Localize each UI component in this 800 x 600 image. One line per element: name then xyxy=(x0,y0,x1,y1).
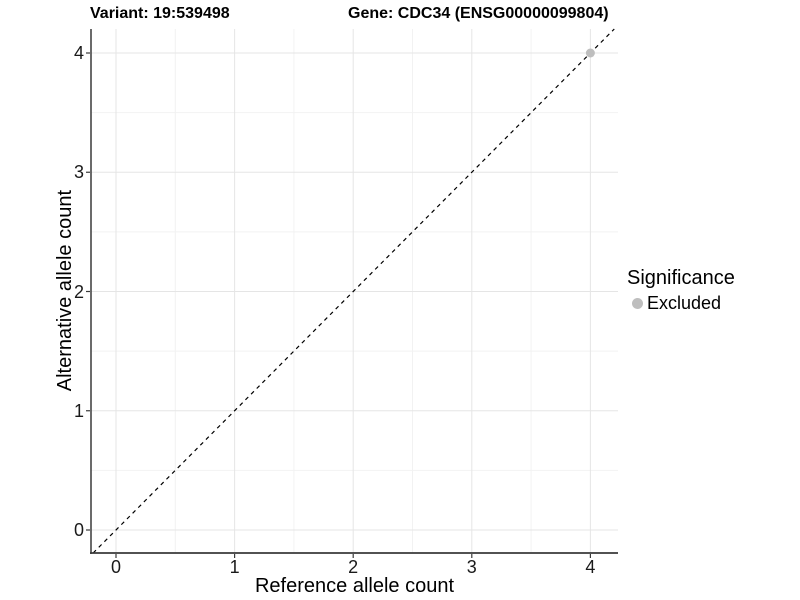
y-tick-label: 0 xyxy=(73,520,84,540)
y-tick-label: 2 xyxy=(73,281,84,302)
legend-key-excluded-circle-icon xyxy=(632,297,643,309)
gene-title: Gene: CDC34 (ENSG00000099804) xyxy=(348,5,609,22)
y-tick-label: 1 xyxy=(73,400,84,421)
variant-title: Variant: 19:539498 xyxy=(90,5,230,22)
x-tick-label: 0 xyxy=(110,557,121,577)
legend-title: Significance xyxy=(627,267,735,289)
legend-entry-label: Excluded xyxy=(647,293,722,313)
y-tick-label: 3 xyxy=(73,162,84,183)
legend: Significance Excluded xyxy=(627,266,735,314)
x-axis-title: Reference allele count xyxy=(254,575,454,597)
legend-entry-excluded: Excluded xyxy=(627,292,735,314)
plot-panel xyxy=(91,29,618,553)
y-tick-label: 4 xyxy=(73,43,84,63)
x-tick-label: 1 xyxy=(229,557,240,577)
x-tick-label: 3 xyxy=(466,557,477,577)
y-axis-title: Alternative allele count xyxy=(53,190,76,392)
x-tick-label: 4 xyxy=(585,557,596,577)
x-tick-label: 2 xyxy=(348,557,359,577)
